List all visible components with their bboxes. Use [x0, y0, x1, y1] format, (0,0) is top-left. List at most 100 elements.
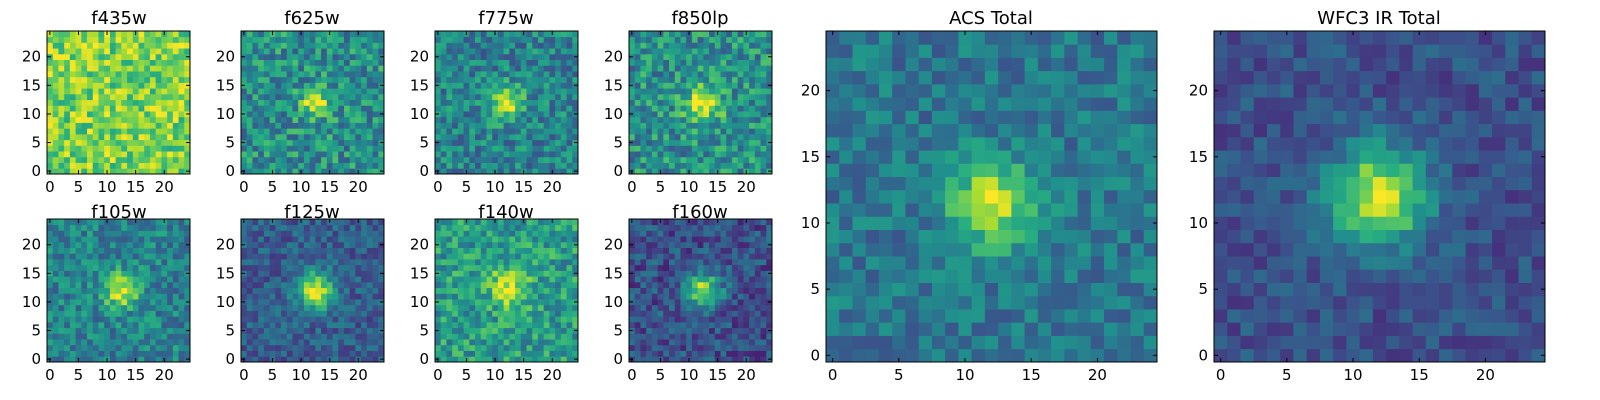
- pixel-cell: [138, 219, 145, 226]
- pixel-cell: [178, 93, 185, 101]
- pixel-cell: [566, 76, 573, 83]
- pixel-cell: [52, 105, 59, 112]
- pixel-cell: [646, 122, 653, 129]
- pixel-cell: [749, 71, 756, 78]
- pixel-cell: [520, 264, 527, 271]
- pixel-cell: [355, 339, 362, 346]
- pixel-cell: [269, 111, 276, 118]
- pixel-cell: [709, 128, 716, 135]
- pixel-grid: [241, 31, 385, 175]
- pixel-cell: [98, 264, 105, 271]
- pixel-cell: [555, 287, 562, 294]
- pixel-cell: [138, 42, 145, 49]
- pixel-cell: [109, 281, 117, 289]
- pixel-cell: [127, 168, 134, 175]
- pixel-cell: [497, 71, 505, 78]
- pixel-cell: [64, 253, 71, 260]
- pixel-cell: [440, 128, 447, 135]
- pixel-cell: [87, 247, 94, 254]
- pixel-cell: [674, 53, 681, 60]
- pixel-cell: [669, 93, 676, 101]
- pixel-cell: [275, 76, 282, 83]
- pixel-cell: [104, 316, 111, 323]
- pixel-cell: [52, 247, 59, 254]
- pixel-cell: [132, 304, 139, 311]
- pixel-cell: [572, 71, 579, 78]
- pixel-cell: [515, 316, 522, 323]
- pixel-cell: [737, 139, 744, 146]
- pixel-cell: [686, 304, 693, 311]
- pixel-cell: [252, 344, 259, 351]
- pixel-cell: [246, 156, 253, 163]
- pixel-cell: [657, 333, 664, 340]
- pixel-cell: [515, 253, 522, 260]
- pixel-cell: [452, 88, 459, 95]
- pixel-cell: [349, 321, 356, 329]
- pixel-cell: [686, 133, 693, 141]
- pixel-cell: [98, 310, 105, 317]
- pixel-cell: [457, 281, 464, 289]
- pixel-cell: [760, 310, 767, 317]
- pixel-cell: [98, 270, 105, 277]
- pixel-cell: [98, 327, 105, 334]
- pixel-cell: [155, 270, 162, 277]
- pixel-cell: [69, 219, 76, 226]
- pixel-cell: [286, 59, 293, 66]
- pixel-cell: [366, 287, 373, 294]
- pixel-cell: [726, 59, 733, 66]
- pixel-cell: [132, 151, 139, 158]
- pixel-cell: [132, 253, 139, 260]
- pixel-cell: [709, 99, 716, 106]
- pixel-cell: [543, 53, 550, 60]
- pixel-cell: [503, 321, 510, 329]
- pixel-cell: [520, 111, 527, 118]
- pixel-cell: [263, 253, 270, 260]
- pixel-cell: [726, 111, 733, 118]
- pixel-cell: [674, 59, 681, 66]
- pixel-cell: [520, 321, 527, 329]
- pixel-cell: [81, 93, 88, 101]
- pixel-cell: [526, 116, 533, 123]
- pixel-cell: [674, 281, 681, 289]
- pixel-cell: [298, 350, 305, 357]
- pixel-cell: [167, 82, 174, 89]
- pixel-cell: [674, 82, 681, 89]
- pixel-cell: [303, 356, 311, 363]
- pixel-cell: [651, 344, 658, 351]
- pixel-cell: [463, 105, 470, 112]
- pixel-cell: [697, 339, 704, 346]
- pixel-cell: [674, 287, 681, 294]
- pixel-cell: [555, 59, 562, 66]
- pixel-cell: [355, 253, 362, 260]
- pixel-cell: [149, 151, 157, 158]
- pixel-cell: [680, 162, 687, 169]
- pixel-cell: [446, 139, 453, 146]
- pixel-cell: [303, 59, 311, 66]
- pixel-cell: [92, 82, 99, 89]
- pixel-cell: [92, 111, 99, 118]
- pixel-cell: [155, 259, 162, 266]
- pixel-cell: [104, 76, 111, 83]
- pixel-cell: [178, 31, 185, 38]
- pixel-cell: [686, 287, 693, 294]
- y-tick-label: 0: [419, 350, 429, 368]
- pixel-cell: [560, 230, 567, 237]
- pixel-cell: [509, 145, 516, 152]
- pixel-cell: [446, 321, 453, 329]
- pixel-cell: [258, 133, 265, 141]
- pixel-cell: [691, 111, 699, 118]
- pixel-cell: [47, 128, 54, 135]
- pixel-cell: [172, 327, 179, 334]
- pixel-cell: [697, 168, 704, 175]
- pixel-cell: [440, 224, 447, 231]
- pixel-cell: [246, 356, 253, 363]
- pixel-cell: [298, 65, 305, 72]
- pixel-cell: [543, 219, 550, 226]
- pixel-cell: [469, 321, 476, 329]
- pixel-cell: [492, 42, 499, 49]
- pixel-cell: [138, 339, 145, 346]
- pixel-cell: [167, 111, 174, 118]
- pixel-cell: [446, 128, 453, 135]
- pixel-cell: [326, 264, 333, 271]
- pixel-cell: [731, 350, 739, 357]
